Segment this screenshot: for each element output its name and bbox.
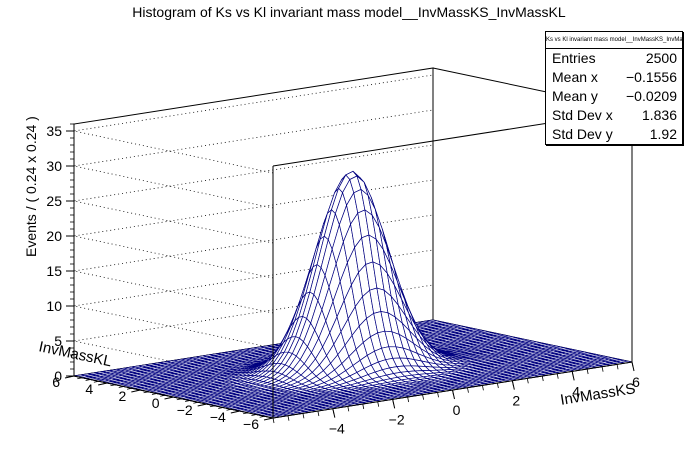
y-minor-tick bbox=[176, 398, 182, 401]
z-tick-label: 30 bbox=[46, 158, 62, 174]
stats-label: Std Dev x bbox=[552, 107, 613, 123]
stats-box: Ks vs Kl invariant mass model__InvMassKS… bbox=[545, 31, 683, 145]
stats-row-stdx: Std Dev x 1.836 bbox=[546, 106, 682, 125]
x-tick-label: 2 bbox=[512, 393, 520, 409]
x-minor-tick bbox=[362, 403, 365, 410]
x-minor-tick bbox=[287, 415, 290, 421]
stats-label: Std Dev y bbox=[552, 126, 613, 142]
y-minor-tick bbox=[201, 403, 207, 406]
x-minor-tick bbox=[631, 361, 634, 368]
stats-value: 1.836 bbox=[641, 107, 677, 123]
stats-row-meanx: Mean x −0.1556 bbox=[546, 68, 682, 87]
y-minor-tick bbox=[168, 396, 174, 399]
x-minor-tick bbox=[601, 366, 604, 372]
x-minor-tick bbox=[422, 394, 424, 400]
x-minor-tick bbox=[511, 380, 514, 386]
y-minor-tick bbox=[209, 405, 216, 408]
z-tick-label: 20 bbox=[46, 228, 62, 244]
x-minor-tick bbox=[272, 417, 275, 424]
x-minor-tick bbox=[526, 378, 529, 384]
y-tick-label: −4 bbox=[210, 409, 226, 425]
stats-title: Ks vs Kl invariant mass model__InvMassKS… bbox=[546, 32, 682, 49]
y-minor-tick bbox=[143, 391, 149, 394]
stats-row-meany: Mean y −0.0209 bbox=[546, 87, 682, 106]
y-minor-tick bbox=[251, 414, 257, 416]
x-minor-tick bbox=[496, 382, 499, 389]
x-axis-title: InvMassKS bbox=[559, 380, 637, 409]
stats-label: Mean x bbox=[552, 69, 598, 85]
y-minor-tick bbox=[85, 379, 91, 381]
y-minor-tick bbox=[185, 400, 191, 402]
y-tick-label: 0 bbox=[152, 395, 160, 411]
stats-value: 2500 bbox=[645, 50, 677, 66]
stats-row-entries: Entries 2500 bbox=[546, 49, 682, 68]
chart-title: Histogram of Ks vs Kl invariant mass mod… bbox=[132, 4, 566, 20]
x-tick-label: 0 bbox=[453, 402, 461, 418]
y-minor-tick bbox=[218, 407, 224, 409]
x-minor-tick bbox=[332, 408, 335, 414]
x-minor-tick bbox=[317, 410, 320, 417]
stats-value: −0.1556 bbox=[626, 69, 677, 85]
y-minor-tick bbox=[126, 387, 133, 390]
y-minor-tick bbox=[110, 384, 116, 387]
x-minor-tick bbox=[467, 387, 469, 393]
x-tick-label: 6 bbox=[632, 374, 640, 390]
y-minor-tick bbox=[193, 401, 199, 404]
x-minor-tick bbox=[302, 413, 305, 419]
z-tick-label: 25 bbox=[46, 193, 62, 209]
y-tick-label: 2 bbox=[119, 388, 127, 404]
x-minor-tick bbox=[571, 371, 574, 377]
y-tick-label: 4 bbox=[85, 381, 93, 397]
y-minor-tick bbox=[226, 408, 232, 411]
stats-value: −0.0209 bbox=[626, 88, 677, 104]
x-minor-tick bbox=[437, 392, 439, 398]
y-minor-tick bbox=[102, 382, 108, 385]
y-minor-tick bbox=[234, 410, 240, 413]
x-minor-tick bbox=[407, 396, 410, 403]
z-axis-title: Events / ( 0.24 x 0.24 ) bbox=[23, 116, 39, 257]
x-minor-tick bbox=[392, 399, 395, 405]
x-minor-tick bbox=[377, 401, 380, 407]
stats-label: Entries bbox=[552, 50, 596, 66]
y-minor-tick bbox=[259, 415, 265, 418]
stats-value: 1.92 bbox=[649, 126, 677, 142]
x-minor-tick bbox=[541, 375, 544, 382]
y-tick-label: 6 bbox=[52, 374, 60, 390]
z-tick-label: 15 bbox=[46, 263, 62, 279]
x-tick-label: −2 bbox=[389, 411, 405, 427]
y-minor-tick bbox=[243, 412, 249, 415]
y-minor-tick bbox=[267, 417, 274, 420]
stats-label: Mean y bbox=[552, 88, 598, 104]
x-minor-tick bbox=[556, 373, 559, 379]
z-tick-label: 10 bbox=[46, 298, 62, 314]
x-minor-tick bbox=[616, 364, 619, 370]
y-minor-tick bbox=[151, 393, 157, 395]
stats-row-stdy: Std Dev y 1.92 bbox=[546, 125, 682, 144]
x-minor-tick bbox=[452, 389, 454, 396]
x-minor-tick bbox=[347, 406, 350, 412]
y-minor-tick bbox=[160, 394, 166, 397]
y-minor-tick bbox=[77, 377, 83, 380]
y-tick-label: −6 bbox=[243, 416, 259, 432]
z-tick-label: 35 bbox=[46, 123, 62, 139]
x-tick-label: 4 bbox=[572, 383, 580, 399]
x-tick-label: −4 bbox=[329, 421, 345, 437]
y-tick-label: −2 bbox=[177, 402, 193, 418]
z-tick-label: 0 bbox=[54, 368, 62, 384]
y-minor-tick bbox=[135, 389, 141, 392]
x-minor-tick bbox=[482, 385, 484, 391]
z-tick-label: 5 bbox=[54, 333, 62, 349]
surface-mesh bbox=[73, 170, 633, 419]
y-minor-tick bbox=[118, 386, 124, 388]
y-minor-tick bbox=[93, 380, 99, 383]
x-minor-tick bbox=[586, 368, 589, 375]
